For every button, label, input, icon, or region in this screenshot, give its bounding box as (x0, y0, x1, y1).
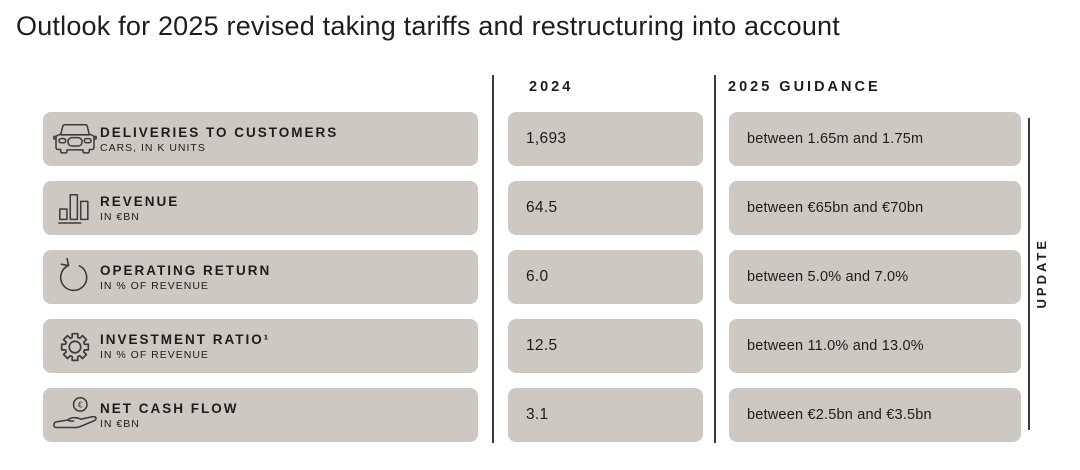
update-label: UPDATE (1034, 238, 1049, 309)
guidance-2025: between 11.0% and 13.0% (729, 319, 1021, 373)
table-row: € NET CASH FLOW IN €BN 3.1 between €2.5b… (43, 388, 1021, 442)
table-row: OPERATING RETURN IN % OF REVENUE 6.0 bet… (43, 250, 1021, 304)
metrics-table: DELIVERIES TO CUSTOMERS CARS, IN K UNITS… (43, 112, 1021, 442)
metric-label: DELIVERIES TO CUSTOMERS (100, 124, 339, 140)
page-title: Outlook for 2025 revised taking tariffs … (16, 11, 840, 41)
guidance-2025: between 5.0% and 7.0% (729, 250, 1021, 304)
guidance-2025: between €65bn and €70bn (729, 181, 1021, 235)
value-2024: 3.1 (508, 388, 703, 442)
table-row: INVESTMENT RATIO¹ IN % OF REVENUE 12.5 b… (43, 319, 1021, 373)
table-row: DELIVERIES TO CUSTOMERS CARS, IN K UNITS… (43, 112, 1021, 166)
update-bracket-line (1028, 118, 1030, 430)
metric-label-box: REVENUE IN €BN (43, 181, 478, 235)
circular-arrow-icon (50, 257, 100, 297)
metric-sublabel: IN % OF REVENUE (100, 348, 209, 361)
metric-label: REVENUE (100, 193, 180, 209)
guidance-2025: between 1.65m and 1.75m (729, 112, 1021, 166)
metric-label-box: OPERATING RETURN IN % OF REVENUE (43, 250, 478, 304)
value-2024: 64.5 (508, 181, 703, 235)
table-row: REVENUE IN €BN 64.5 between €65bn and €7… (43, 181, 1021, 235)
metric-label: OPERATING RETURN (100, 262, 272, 278)
metric-label: NET CASH FLOW (100, 400, 239, 416)
column-header-2025-guidance: 2025 GUIDANCE (728, 79, 881, 95)
metric-sublabel: IN % OF REVENUE (100, 279, 209, 292)
value-2024: 6.0 (508, 250, 703, 304)
metric-label-box: € NET CASH FLOW IN €BN (43, 388, 478, 442)
metric-label: INVESTMENT RATIO¹ (100, 331, 271, 347)
column-divider-left (492, 75, 494, 443)
metric-sublabel: IN €BN (100, 417, 140, 430)
hand-coin-icon: € (50, 393, 100, 437)
column-divider-right (714, 75, 716, 443)
column-header-2024: 2024 (529, 79, 574, 95)
car-front-icon (50, 120, 100, 158)
value-2024: 12.5 (508, 319, 703, 373)
bar-chart-icon (50, 188, 100, 228)
value-2024: 1,693 (508, 112, 703, 166)
metric-sublabel: IN €BN (100, 210, 140, 223)
guidance-2025: between €2.5bn and €3.5bn (729, 388, 1021, 442)
metric-sublabel: CARS, IN K UNITS (100, 141, 206, 154)
metric-label-box: DELIVERIES TO CUSTOMERS CARS, IN K UNITS (43, 112, 478, 166)
metric-label-box: INVESTMENT RATIO¹ IN % OF REVENUE (43, 319, 478, 373)
gear-icon (50, 325, 100, 367)
svg-text:€: € (78, 399, 83, 409)
